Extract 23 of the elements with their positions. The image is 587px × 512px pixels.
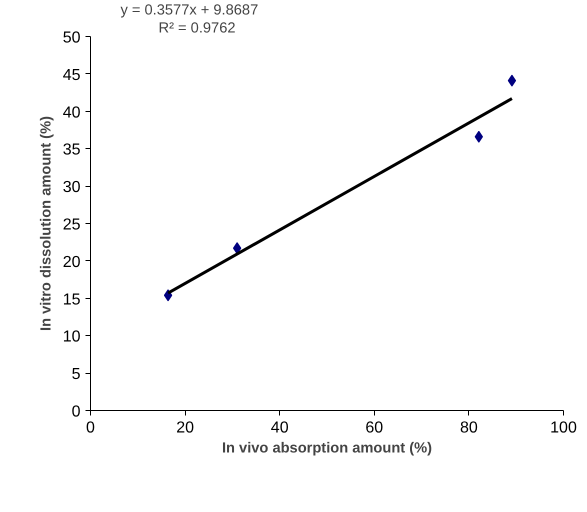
point bbox=[508, 74, 516, 87]
x-tick-label: 60 bbox=[365, 420, 384, 436]
x-tick-label: 80 bbox=[460, 420, 478, 436]
x-tick-label: 40 bbox=[270, 420, 289, 436]
y-tick-label: 50 bbox=[62, 30, 81, 46]
text: y = 0.3577x + 9.8687 bbox=[120, 2, 258, 18]
y-tick-label: 25 bbox=[62, 216, 81, 234]
x-tick-label: 0 bbox=[86, 420, 96, 436]
y-tick-label: 15 bbox=[62, 291, 81, 308]
y-tick-label: 0 bbox=[72, 404, 81, 420]
point bbox=[232, 242, 242, 254]
y-tick-label: 40 bbox=[62, 104, 81, 122]
x-axis-title: In vivo absorption amount (%) bbox=[222, 440, 432, 456]
y-axis-title: In vitro dissolution amount (%) bbox=[38, 116, 55, 331]
annotation: R² = 0.9762 bbox=[158, 20, 236, 36]
x-tick-label: 20 bbox=[176, 420, 194, 436]
y-tick-label: 10 bbox=[62, 328, 81, 346]
y-tick-label: 20 bbox=[62, 254, 81, 271]
y-tick-label: 30 bbox=[62, 179, 81, 196]
y-tick-label: 45 bbox=[62, 66, 81, 84]
x-tick-label: 100 bbox=[550, 420, 577, 436]
y-tick-label: 35 bbox=[62, 142, 81, 159]
y-tick-label: 5 bbox=[72, 366, 81, 384]
